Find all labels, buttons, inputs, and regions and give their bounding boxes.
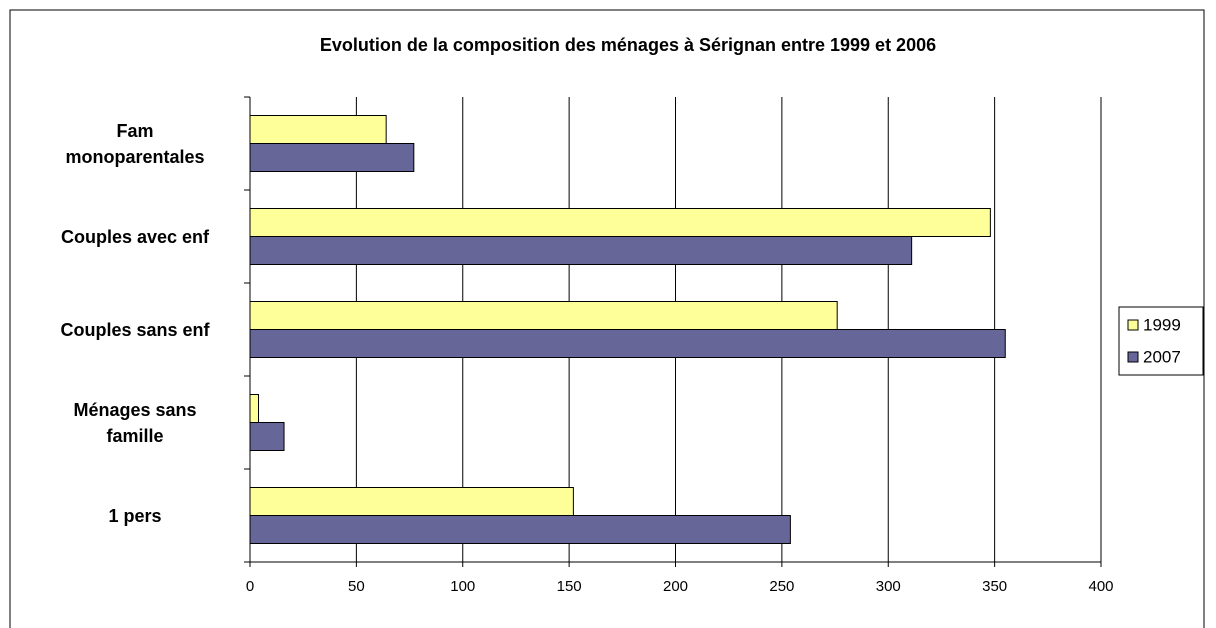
bar bbox=[249, 422, 285, 451]
bar bbox=[249, 515, 791, 544]
bar bbox=[249, 236, 913, 265]
x-tick-label: 300 bbox=[876, 578, 901, 595]
x-tick-label: 150 bbox=[557, 578, 582, 595]
x-tick-label: 350 bbox=[982, 578, 1007, 595]
legend-swatch bbox=[1127, 351, 1139, 363]
x-tick-label: 200 bbox=[663, 578, 688, 595]
x-tick-label: 400 bbox=[1088, 578, 1113, 595]
bar bbox=[249, 487, 574, 516]
y-tick-label: Couples sans enf bbox=[60, 319, 210, 340]
bar bbox=[249, 301, 838, 330]
legend-label: 2007 bbox=[1143, 347, 1181, 366]
x-tick-label: 0 bbox=[246, 578, 254, 595]
y-tick-label: Couples avec enf bbox=[60, 226, 210, 247]
x-tick-label: 50 bbox=[348, 578, 365, 595]
x-tick-label: 250 bbox=[769, 578, 794, 595]
legend-swatch bbox=[1127, 319, 1139, 331]
bar bbox=[249, 329, 1006, 358]
x-tick-label: 100 bbox=[450, 578, 475, 595]
y-tick-label: Fam monoparentales bbox=[65, 120, 205, 167]
legend-label: 1999 bbox=[1143, 315, 1181, 334]
chart-title: Evolution de la composition des ménages … bbox=[320, 35, 936, 55]
legend-box bbox=[1118, 306, 1204, 376]
y-tick-label: 1 pers bbox=[108, 505, 162, 526]
y-tick-label: Ménages sans famille bbox=[73, 399, 197, 446]
bar bbox=[249, 143, 415, 172]
bar bbox=[249, 208, 991, 237]
bar bbox=[249, 115, 387, 144]
bar bbox=[249, 394, 260, 423]
